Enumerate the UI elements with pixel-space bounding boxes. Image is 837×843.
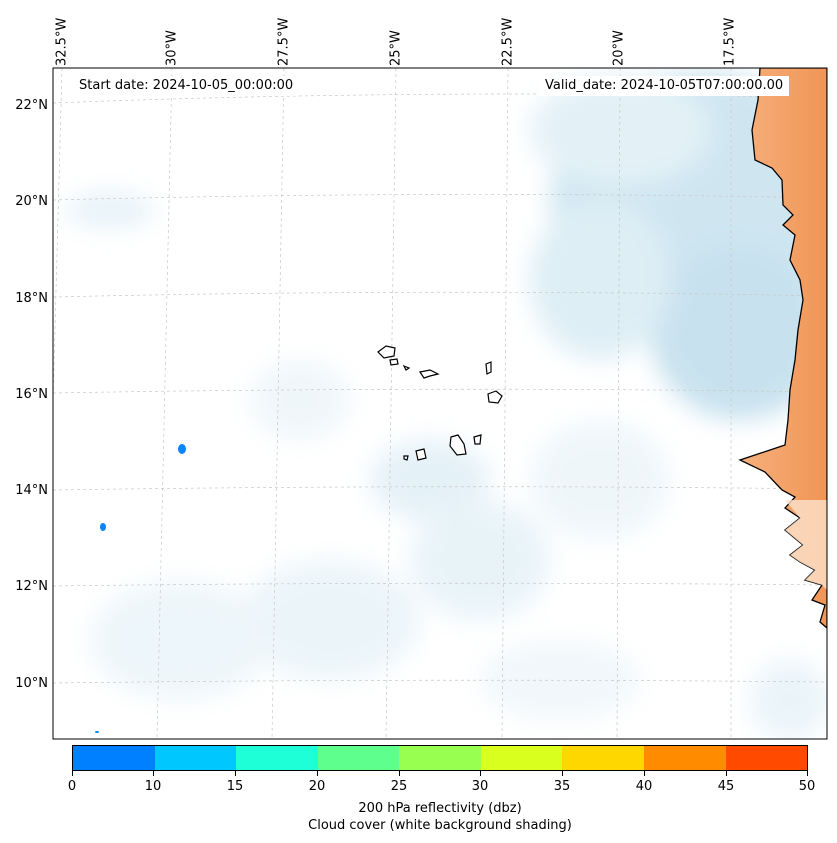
colorbar-tick (644, 771, 645, 776)
colorbar-tick-label: 30 (471, 779, 489, 794)
reflectivity-echoes (95, 444, 186, 733)
lon-label: 32.5°W (54, 17, 70, 66)
colorbar-tick (726, 771, 727, 776)
cloud-cluster (530, 420, 670, 540)
colorbar-segment (725, 746, 808, 770)
colorbar-tick-label: 40 (635, 779, 653, 794)
island-maio (473, 434, 482, 445)
colorbar-tick-label: 25 (390, 779, 408, 794)
colorbar-tick (153, 771, 154, 776)
colorbar-segment (562, 746, 644, 770)
lat-label: 10°N (15, 676, 48, 691)
graticule (53, 68, 827, 739)
colorbar-tick (72, 771, 73, 776)
lon-label: 30°W (164, 30, 180, 66)
cloud-cluster (480, 640, 640, 720)
colorbar-segment (399, 746, 481, 770)
colorbar-tick-label: 15 (226, 779, 244, 794)
colorbar-tick (317, 771, 318, 776)
echo-cell (100, 523, 106, 531)
lon-label: 17.5°W (722, 17, 738, 66)
lat-label: 18°N (15, 291, 48, 306)
cloud-cluster (530, 200, 670, 360)
cloud-cluster (750, 660, 827, 739)
colorbar-tick-label: 0 (67, 779, 77, 794)
colorbar-tick-label: 45 (717, 779, 735, 794)
lat-label: 14°N (15, 483, 48, 498)
colorbar-tick-label: 35 (553, 779, 571, 794)
colorbar-tick (399, 771, 400, 776)
island-santa-luzia (402, 364, 411, 371)
island-sao-vicente (389, 358, 399, 366)
coastal-plain (785, 500, 827, 590)
cloud-cluster (370, 440, 490, 520)
cloud-cluster (250, 360, 350, 440)
lat-label: 20°N (15, 194, 48, 209)
island-santo-antao (377, 345, 396, 359)
island-santiago (449, 434, 467, 456)
island-brava (403, 455, 409, 461)
colorbar-segment (236, 746, 318, 770)
cloud-cluster (65, 192, 155, 228)
lon-label: 22.5°W (500, 17, 516, 66)
colorbar-title: 200 hPa reflectivity (dbz) (358, 801, 522, 816)
valid-date-label: Valid_date: 2024-10-05T07:00:00.00 (539, 76, 790, 96)
start-date-label: Start date: 2024-10-05_00:00:00 (73, 76, 300, 96)
island-boa-vista (487, 390, 503, 404)
map-frame (52, 67, 828, 740)
colorbar (72, 745, 808, 771)
colorbar-tick-label: 10 (144, 779, 162, 794)
colorbar-segment (154, 746, 237, 770)
colorbar-tick (235, 771, 236, 776)
echo-cell (95, 731, 99, 733)
cloud-cluster (240, 560, 420, 680)
colorbar-tick (807, 771, 808, 776)
lat-label: 16°N (15, 387, 48, 402)
colorbar-segment (480, 746, 563, 770)
cloud-cluster (90, 580, 270, 700)
island-sao-nicolau (419, 369, 440, 379)
island-fogo (415, 448, 427, 461)
echo-cell (178, 444, 186, 454)
colorbar-tick-label: 50 (798, 779, 816, 794)
lon-label: 25°W (388, 30, 404, 66)
colorbar-tick (562, 771, 563, 776)
cloud-cluster (410, 500, 550, 620)
cape-verde-islands (377, 345, 503, 461)
lat-label: 22°N (15, 98, 48, 113)
lon-label: 20°W (611, 30, 627, 66)
island-sal (485, 361, 492, 375)
colorbar-subtitle: Cloud cover (white background shading) (308, 818, 572, 833)
colorbar-tick-label: 20 (308, 779, 326, 794)
cloud-cluster (650, 240, 827, 420)
colorbar-tick (480, 771, 481, 776)
colorbar-segment (317, 746, 400, 770)
lat-label: 12°N (15, 579, 48, 594)
colorbar-segment (643, 746, 726, 770)
colorbar-segment (73, 746, 155, 770)
cloud-cover-shading (65, 70, 827, 739)
lon-label: 27.5°W (276, 17, 292, 66)
